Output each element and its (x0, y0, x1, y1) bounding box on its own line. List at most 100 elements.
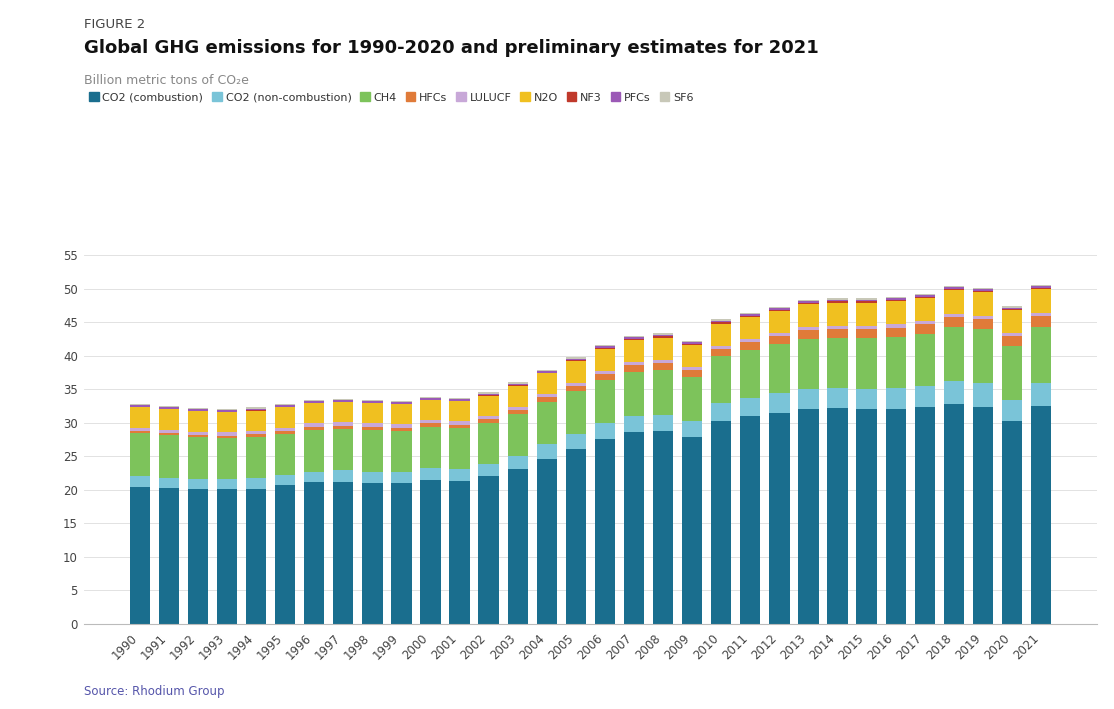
Bar (449, 401, 470, 421)
Bar (682, 370, 702, 376)
Bar (333, 422, 353, 425)
Bar (740, 342, 761, 350)
Bar (566, 361, 586, 383)
Bar (449, 428, 470, 469)
Bar (740, 416, 761, 624)
Bar (944, 286, 964, 287)
Bar (188, 432, 208, 435)
Bar (799, 409, 819, 624)
Bar (188, 489, 208, 624)
Bar (420, 480, 441, 624)
Bar (246, 408, 266, 409)
Bar (769, 333, 790, 336)
Bar (653, 370, 673, 415)
Bar (420, 423, 441, 427)
Bar (566, 391, 586, 434)
Bar (595, 380, 615, 423)
Bar (653, 363, 673, 370)
Bar (246, 411, 266, 431)
Bar (740, 350, 761, 398)
Bar (915, 334, 935, 386)
Bar (944, 289, 964, 290)
Bar (333, 429, 353, 470)
Bar (973, 288, 993, 289)
Bar (420, 396, 441, 398)
Bar (1001, 308, 1023, 309)
Bar (217, 489, 237, 624)
Legend: CO2 (combustion), CO2 (non-combustion), CH4, HFCs, LULUCF, N2O, NF3, PFCs, SF6: CO2 (combustion), CO2 (non-combustion), … (89, 92, 694, 103)
Bar (711, 357, 732, 403)
Bar (595, 374, 615, 380)
Bar (711, 346, 732, 349)
Bar (508, 414, 528, 456)
Bar (624, 432, 644, 624)
Bar (886, 337, 906, 388)
Bar (449, 399, 470, 401)
Bar (973, 319, 993, 329)
Bar (653, 336, 673, 337)
Bar (828, 329, 848, 337)
Bar (886, 409, 906, 624)
Bar (1030, 327, 1052, 383)
Bar (246, 489, 266, 624)
Bar (188, 408, 208, 409)
Bar (479, 423, 499, 464)
Bar (886, 324, 906, 328)
Bar (362, 430, 382, 471)
Bar (944, 313, 964, 317)
Bar (973, 329, 993, 384)
Bar (246, 431, 266, 434)
Bar (857, 325, 877, 329)
Bar (275, 475, 295, 485)
Bar (799, 339, 819, 389)
Bar (129, 408, 150, 428)
Bar (886, 388, 906, 409)
Bar (1001, 309, 1023, 311)
Bar (449, 398, 470, 399)
Bar (624, 416, 644, 432)
Bar (537, 371, 557, 372)
Bar (653, 359, 673, 363)
Bar (682, 367, 702, 370)
Bar (857, 303, 877, 325)
Bar (886, 328, 906, 337)
Bar (391, 471, 412, 483)
Bar (479, 396, 499, 416)
Bar (217, 409, 237, 410)
Bar (973, 292, 993, 316)
Bar (915, 321, 935, 324)
Bar (304, 427, 324, 430)
Bar (973, 316, 993, 319)
Bar (682, 421, 702, 437)
Bar (915, 297, 935, 298)
Bar (915, 386, 935, 408)
Bar (420, 427, 441, 468)
Bar (362, 427, 382, 430)
Bar (828, 298, 848, 300)
Bar (799, 330, 819, 339)
Bar (246, 479, 266, 489)
Bar (857, 389, 877, 409)
Bar (886, 300, 906, 301)
Text: Source: Rhodium Group: Source: Rhodium Group (84, 686, 224, 698)
Bar (624, 362, 644, 365)
Bar (188, 409, 208, 411)
Bar (537, 369, 557, 371)
Bar (333, 482, 353, 624)
Bar (886, 298, 906, 300)
Bar (915, 294, 935, 295)
Bar (479, 393, 499, 396)
Bar (624, 339, 644, 340)
Bar (158, 478, 179, 488)
Bar (158, 488, 179, 624)
Bar (508, 384, 528, 385)
Bar (333, 400, 353, 402)
Bar (1030, 286, 1052, 288)
Bar (769, 393, 790, 413)
Bar (1030, 289, 1052, 313)
Bar (188, 437, 208, 479)
Bar (566, 357, 586, 359)
Text: FIGURE 2: FIGURE 2 (84, 18, 145, 30)
Bar (624, 372, 644, 416)
Bar (828, 388, 848, 408)
